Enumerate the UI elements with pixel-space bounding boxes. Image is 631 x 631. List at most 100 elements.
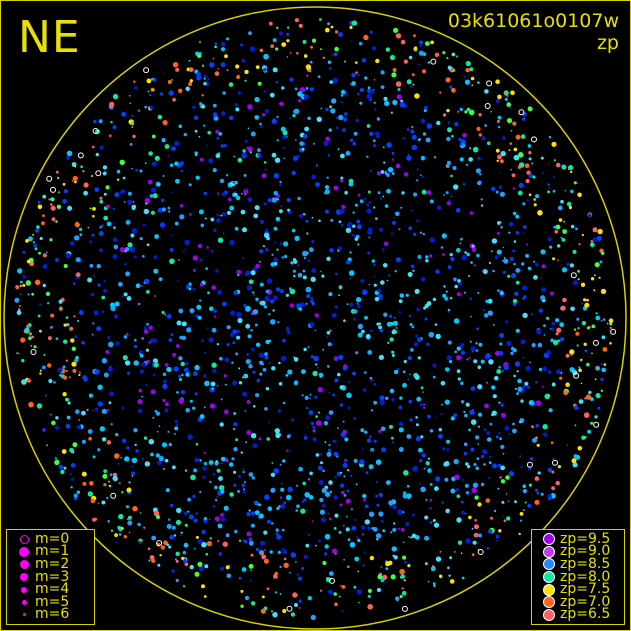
star-marker: [390, 531, 393, 534]
star-marker: [454, 284, 459, 289]
star-marker: [417, 254, 422, 259]
magnitude-marker-icon: [21, 586, 27, 593]
star-marker: [203, 124, 206, 127]
star-marker: [447, 340, 452, 345]
star-marker: [500, 150, 506, 157]
star-marker: [264, 296, 270, 302]
star-marker: [332, 439, 337, 444]
star-marker: [463, 451, 467, 456]
star-marker: [279, 463, 282, 466]
star-marker: [470, 447, 475, 452]
star-marker: [228, 82, 234, 87]
star-marker: [256, 378, 261, 383]
star-marker: [158, 425, 161, 427]
star-marker: [448, 199, 452, 202]
star-marker: [289, 571, 291, 574]
star-marker: [470, 76, 475, 81]
star-marker: [456, 494, 461, 499]
star-marker: [549, 245, 553, 249]
star-marker: [113, 244, 119, 250]
star-marker: [152, 358, 158, 364]
star-marker: [457, 279, 461, 283]
star-marker: [132, 134, 136, 139]
star-marker: [263, 161, 267, 164]
star-marker: [171, 146, 176, 152]
star-marker: [243, 481, 246, 484]
star-marker: [69, 240, 75, 246]
star-marker: [42, 283, 46, 288]
star-marker: [405, 293, 409, 297]
star-marker: [302, 269, 306, 273]
star-marker: [369, 201, 371, 204]
star-marker: [83, 182, 89, 188]
star-marker: [63, 466, 67, 470]
star-marker: [195, 175, 200, 180]
star-marker: [175, 551, 180, 556]
star-marker: [287, 208, 291, 212]
star-marker: [218, 552, 222, 556]
star-marker: [260, 125, 263, 129]
star-marker: [265, 387, 270, 391]
star-marker: [152, 374, 156, 377]
star-marker: [131, 114, 134, 118]
star-marker: [340, 176, 344, 180]
star-marker: [242, 539, 245, 542]
star-marker: [237, 157, 243, 163]
star-marker: [148, 438, 155, 445]
star-marker: [226, 210, 232, 215]
star-marker: [444, 296, 449, 301]
star-marker: [429, 429, 434, 433]
star-marker: [259, 260, 262, 263]
star-marker: [244, 79, 247, 82]
star-marker: [244, 375, 247, 378]
star-marker: [71, 346, 77, 351]
star-marker: [528, 157, 532, 161]
star-marker: [379, 197, 382, 200]
star-marker: [250, 569, 252, 572]
star-marker: [425, 461, 430, 466]
star-marker: [269, 550, 273, 554]
star-marker: [238, 576, 242, 580]
star-marker: [453, 458, 459, 465]
star-marker: [140, 284, 143, 287]
star-marker: [369, 555, 375, 561]
star-marker: [293, 274, 296, 278]
star-marker: [576, 226, 578, 229]
star-marker: [18, 352, 20, 355]
star-marker: [192, 105, 196, 110]
star-marker: [528, 193, 532, 197]
star-marker: [566, 201, 572, 207]
star-marker: [39, 303, 42, 306]
star-marker: [432, 297, 437, 302]
star-marker: [395, 211, 400, 217]
star-marker: [340, 101, 343, 104]
star-marker: [402, 136, 405, 140]
star-marker: [496, 232, 500, 235]
star-marker: [285, 326, 290, 331]
star-marker: [581, 233, 584, 237]
star-marker: [391, 151, 395, 155]
star-marker: [36, 225, 40, 229]
star-marker: [331, 548, 338, 554]
star-marker: [149, 555, 155, 560]
star-marker: [83, 190, 88, 196]
star-marker: [259, 372, 263, 376]
star-marker: [542, 366, 547, 372]
star-marker: [114, 453, 120, 459]
star-marker: [200, 104, 206, 109]
star-marker: [315, 164, 319, 167]
star-marker: [137, 522, 141, 527]
star-marker: [48, 378, 53, 384]
star-marker: [554, 229, 559, 234]
star-marker: [518, 532, 521, 536]
star-marker: [101, 408, 108, 415]
star-marker: [407, 153, 410, 156]
star-marker: [401, 590, 407, 596]
star-marker: [49, 238, 53, 242]
star-marker: [353, 317, 356, 321]
star-marker: [552, 189, 556, 193]
star-marker: [341, 490, 345, 495]
star-marker: [235, 352, 239, 356]
star-marker: [529, 457, 534, 461]
star-marker: [267, 421, 270, 423]
